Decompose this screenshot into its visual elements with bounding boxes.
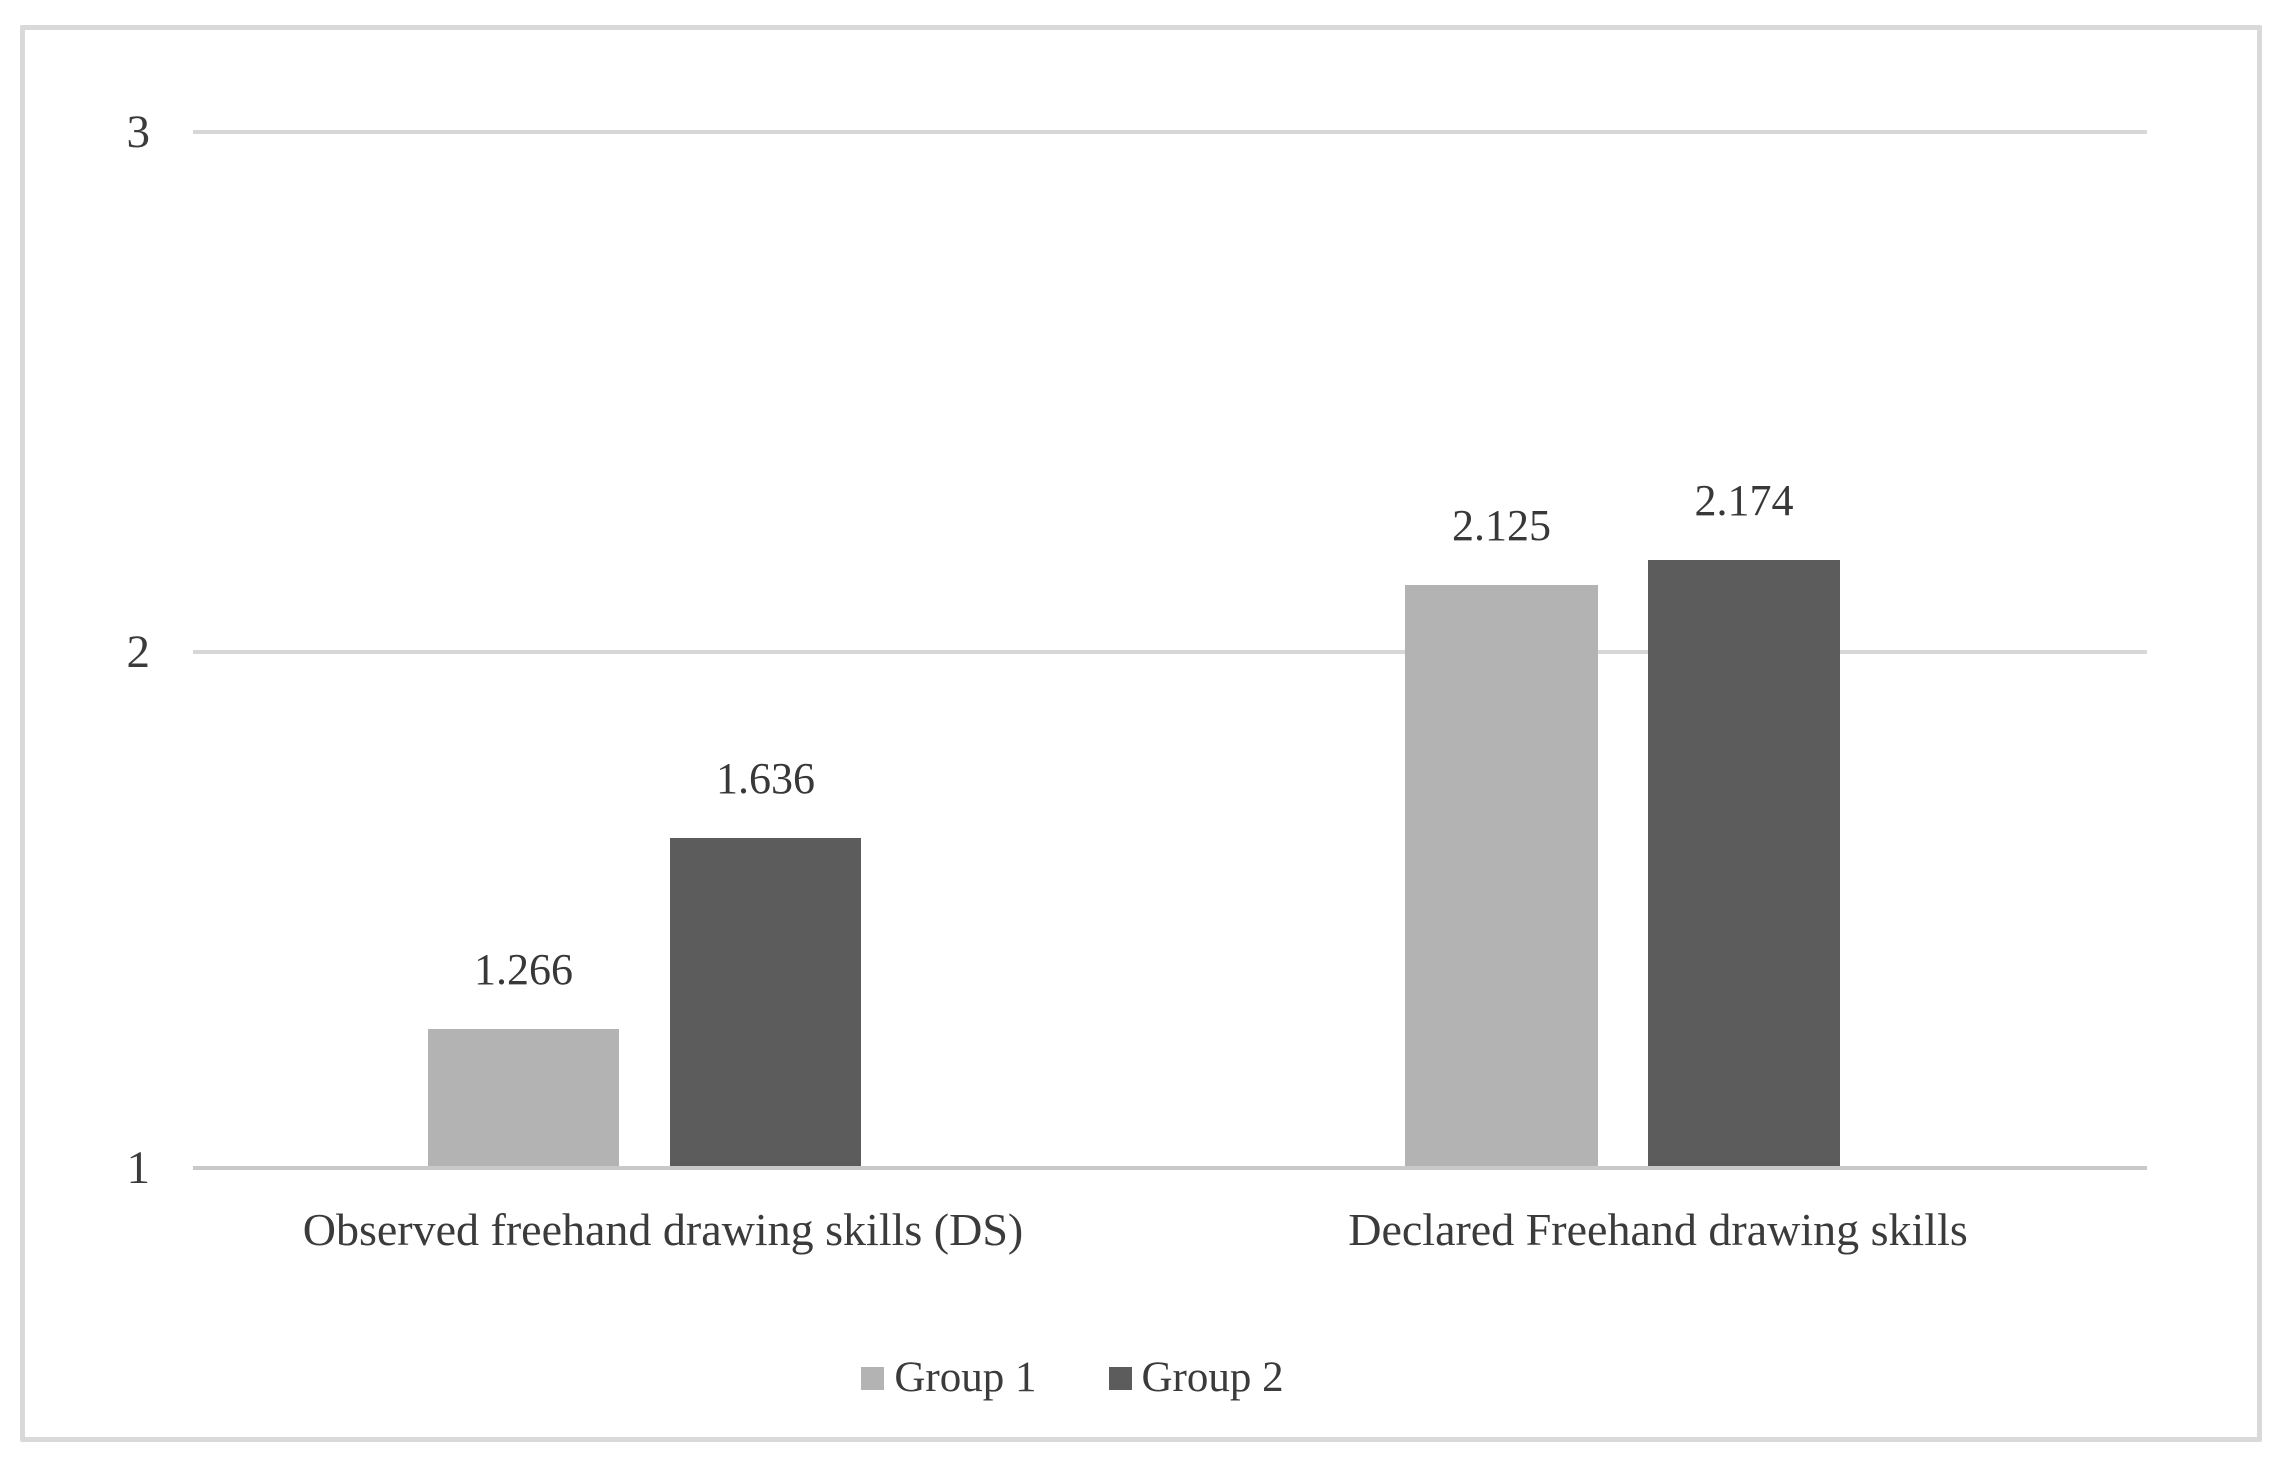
y-tick-label-2: 2 — [126, 626, 151, 678]
y-tick-label-3: 3 — [126, 106, 151, 158]
bar-value-label-group2-declared: 2.174 — [1694, 476, 1794, 525]
x-category-label-observed: Observed freehand drawing skills (DS) — [302, 1204, 1024, 1255]
legend-label-group2: Group 2 — [1141, 1354, 1284, 1401]
legend-swatch-group1-icon — [861, 1366, 885, 1390]
x-category-label-declared: Declared Freehand drawing skills — [1348, 1204, 1968, 1255]
gridline-y2 — [193, 650, 2147, 654]
bar-value-label-group1-declared: 2.125 — [1452, 501, 1551, 550]
bar-group1-observed — [428, 1029, 619, 1166]
legend: Group 1 Group 2 — [0, 1348, 2285, 1408]
bar-group1-declared — [1405, 585, 1598, 1166]
bar-group2-observed — [670, 838, 861, 1166]
legend-item-group1: Group 1 — [861, 1348, 1037, 1408]
legend-label-group1: Group 1 — [894, 1354, 1037, 1401]
chart-frame — [20, 25, 2262, 1442]
legend-swatch-group2-icon — [1108, 1366, 1132, 1390]
legend-item-group2: Group 2 — [1108, 1348, 1284, 1408]
x-axis-line — [193, 1166, 2147, 1170]
y-tick-label-1: 1 — [126, 1142, 151, 1194]
bar-value-label-group2-observed: 1.636 — [716, 754, 815, 803]
bar-group2-declared — [1648, 560, 1840, 1166]
gridline-y3 — [193, 130, 2147, 134]
bar-value-label-group1-observed: 1.266 — [474, 945, 573, 994]
